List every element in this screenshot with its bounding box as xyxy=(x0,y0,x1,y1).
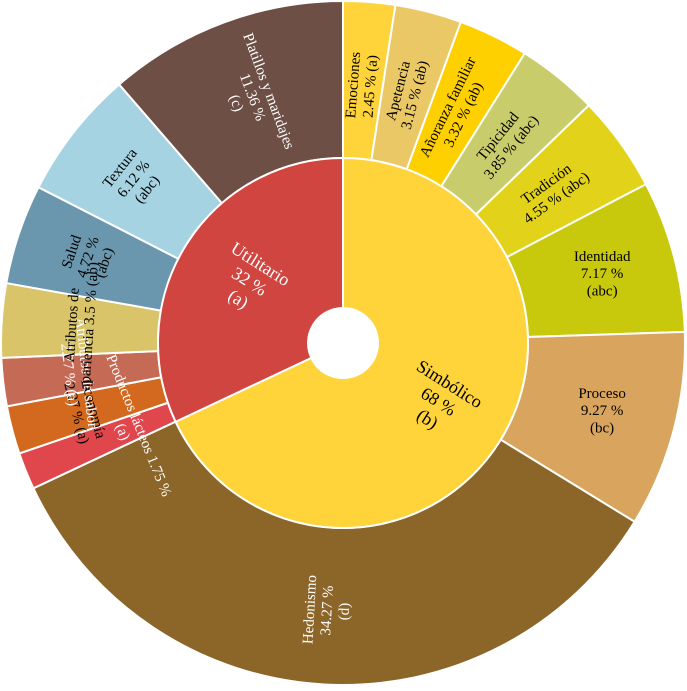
center-hole xyxy=(308,308,378,378)
outer-segment-emociones-label-line: 2.45 % (a) xyxy=(360,54,381,118)
outer-segment-atributos-de-apariencia-label-line: Atributos de xyxy=(62,287,83,363)
outer-segment-identidad-label-line: 7.17 % xyxy=(581,266,624,282)
outer-segment-hedonismo-label-line: 34.27 % xyxy=(318,585,337,636)
outer-segment-hedonismo-label-line: (d) xyxy=(336,602,353,620)
outer-segment-identidad-label-line: (abc) xyxy=(587,283,618,299)
outer-segment-proceso-label-line: 9.27 % xyxy=(581,403,624,419)
outer-segment-hedonismo-label-line: Hedonismo xyxy=(300,575,320,645)
outer-segment-emociones-label-line: Emociones xyxy=(343,51,364,119)
outer-segment-platillos-y-maridajes-label-line: (c) xyxy=(225,93,246,114)
outer-segment-proceso-label-line: Proceso xyxy=(578,386,626,402)
outer-segment-identidad-label-line: Identidad xyxy=(574,249,631,265)
outer-segment-proceso-label-line: (bc) xyxy=(590,420,614,436)
outer-segment-atributos-de-sabor-label-line: 2.27 % (a) xyxy=(57,343,80,407)
outer-segment-productos-lacteos-label-line: (a) xyxy=(112,421,133,442)
